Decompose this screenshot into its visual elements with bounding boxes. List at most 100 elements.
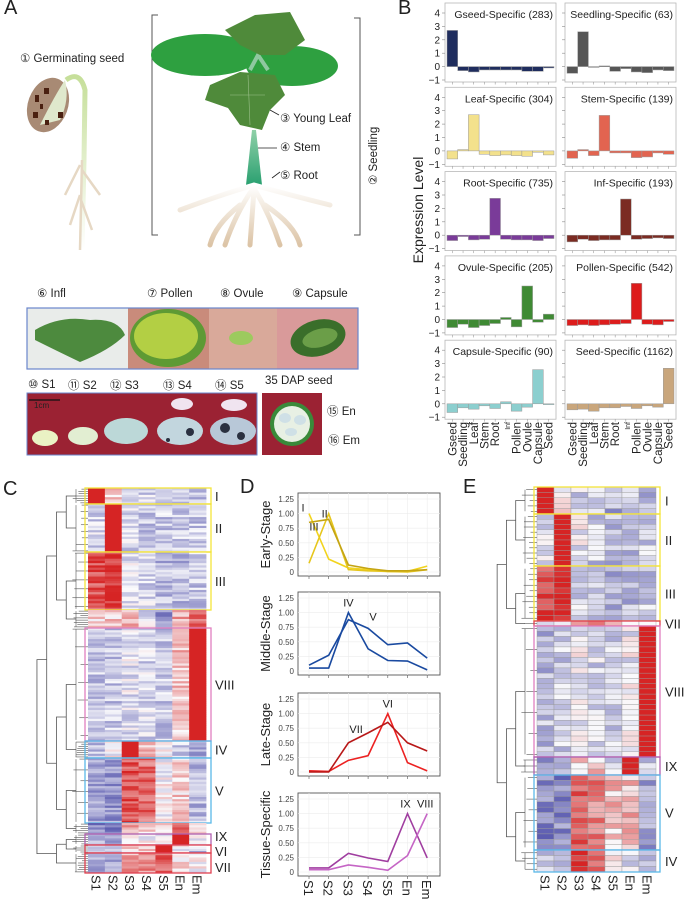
y-tick-label: 2 — [434, 120, 440, 131]
heatmap-cell — [88, 512, 106, 516]
heatmap-cell — [536, 593, 555, 600]
heatmap-cell — [88, 558, 106, 562]
heatmap-cell — [88, 616, 106, 620]
heatmap-cell — [155, 732, 173, 735]
heatmap-cell — [570, 688, 589, 695]
heatmap-cell — [638, 688, 657, 695]
bar-pollen — [510, 403, 523, 412]
heatmap-cell — [155, 650, 173, 653]
heatmap-cell — [638, 806, 657, 813]
heatmap-cell — [638, 534, 657, 541]
column-label-s2: S2 — [555, 875, 570, 891]
heatmap-cell — [570, 796, 589, 802]
heatmap-cell — [121, 736, 139, 740]
heatmap-cell — [88, 870, 106, 874]
heatmap-cell — [104, 567, 123, 571]
heatmap-cell — [121, 743, 139, 746]
heatmap-cell — [121, 508, 139, 511]
heatmap-cell — [536, 866, 555, 873]
heatmap-cell — [104, 773, 123, 776]
heatmap-cell — [138, 685, 156, 689]
label-root: ⑤ Root — [280, 170, 318, 182]
heatmap-cell — [155, 625, 173, 629]
heatmap-cell — [189, 530, 207, 533]
heatmap-cell — [189, 517, 207, 520]
heatmap-cell — [638, 833, 657, 840]
heatmap-cell — [604, 806, 623, 813]
heatmap-cell — [155, 707, 173, 711]
heatmap-cell — [121, 652, 139, 655]
heatmap-cell — [155, 536, 173, 540]
heatmap-cell — [189, 829, 207, 833]
y-tick-label: 3 — [434, 359, 440, 370]
heatmap-cell — [88, 659, 106, 662]
heatmap-cell — [88, 534, 106, 538]
heatmap-cell — [104, 612, 123, 615]
heatmap-cell — [121, 630, 139, 633]
heatmap-cell — [553, 555, 572, 561]
heatmap-cell — [621, 849, 640, 856]
heatmap-cell — [536, 503, 555, 509]
heatmap-cell — [570, 582, 589, 589]
heatmap-cell — [621, 667, 640, 674]
heatmap-cell — [621, 741, 640, 747]
y-axis-label: Tissue-Specific — [258, 790, 273, 878]
heatmap-cell — [587, 828, 606, 835]
heatmap-cell — [621, 714, 640, 721]
heatmap-cell — [138, 578, 156, 582]
heatmap-cell — [88, 576, 106, 580]
heatmap-cell — [553, 513, 572, 520]
heatmap-cell — [172, 598, 190, 602]
heatmap-cell — [553, 534, 572, 541]
heatmap-cell — [155, 836, 173, 839]
heatmap-cell — [155, 490, 173, 493]
bar-seed — [543, 150, 555, 156]
heatmap-cell — [638, 823, 657, 829]
heatmap-cell — [104, 492, 123, 496]
heatmap-cell — [638, 657, 657, 663]
heatmap-cell — [638, 774, 657, 781]
heatmap-cell — [172, 803, 190, 807]
heatmap-cell — [121, 587, 139, 591]
heatmap-cell — [155, 528, 173, 531]
heatmap-cell — [189, 743, 207, 746]
heatmap-cell — [189, 565, 207, 569]
heatmap-cell — [138, 504, 156, 507]
heatmap-cell — [121, 840, 139, 844]
heatmap-cell — [155, 612, 173, 615]
heatmap-cell — [189, 488, 207, 491]
cluster-label-VIII: VIII — [215, 678, 235, 693]
heatmap-cell — [172, 563, 190, 566]
heatmap-cell — [138, 616, 156, 620]
heatmap-cell — [189, 690, 207, 693]
heatmap-cell — [587, 582, 606, 589]
heatmap-cell — [138, 656, 156, 660]
heatmap-cell — [121, 741, 139, 744]
heatmap-cell — [189, 663, 207, 667]
heatmap-cell — [570, 503, 589, 509]
bar-inf — [620, 66, 632, 69]
heatmap-cell — [138, 536, 156, 540]
heatmap-cell — [553, 524, 572, 530]
heatmap-cell — [172, 805, 190, 809]
heatmap-cell — [88, 672, 106, 675]
heatmap-cell — [121, 788, 139, 791]
heatmap-cell — [104, 643, 123, 647]
label-em: ⑯ Em — [328, 435, 360, 447]
heatmap-cell — [553, 844, 572, 851]
heatmap-cell — [189, 683, 207, 687]
heatmap-cell — [172, 870, 190, 874]
cluster-label-IV: IV — [215, 743, 228, 758]
cluster-label-IV: IV — [665, 854, 678, 869]
heatmap-cell — [121, 855, 139, 858]
bar-inf — [620, 403, 632, 407]
heatmap-cell — [172, 508, 190, 511]
heatmap-cell — [88, 556, 106, 560]
heatmap-cell — [121, 845, 139, 848]
bar-inf — [500, 401, 512, 405]
heatmap-cell — [138, 560, 156, 564]
heatmap-cell — [536, 796, 555, 802]
y-tick-label: 1.00 — [278, 609, 294, 618]
heatmap-cell — [172, 707, 190, 711]
heatmap-cell — [553, 609, 572, 616]
